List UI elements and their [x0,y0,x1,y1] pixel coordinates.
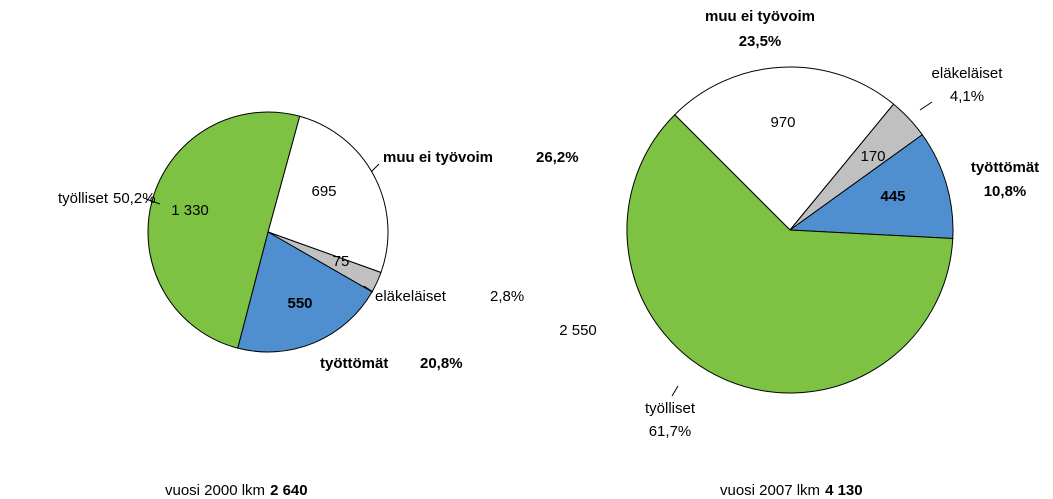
caption: vuosi 2007 lkm 4 130 [720,482,863,499]
percent-label: 10,8% [984,183,1027,200]
category-label: työttömät [320,355,388,372]
total-label: 4 130 [825,482,863,499]
category-label: työlliset [645,400,696,417]
category-label: työlliset [58,190,109,207]
pie-slice [267,115,389,274]
percent-label: 4,1% [950,88,984,105]
value-label: 170 [860,148,885,165]
leader-line [145,198,161,205]
caption: vuosi 2000 lkm 2 640 [165,482,308,499]
category-label: muu ei työvoim [705,8,815,25]
caption-text: vuosi 2000 lkm [165,482,265,499]
leader-line [363,285,374,293]
category-label: työttömät [971,159,1039,176]
percent-label: 23,5% [739,33,782,50]
percent-label: 2,8% [490,288,524,305]
value-label: 970 [770,114,795,131]
category-label: eläkeläiset [375,288,447,305]
value-label: 550 [287,295,312,312]
value-label: 1 330 [171,202,209,219]
percent-label: 20,8% [420,355,463,372]
value-label: 75 [333,253,350,270]
caption-text: vuosi 2007 lkm [720,482,820,499]
pie-slice [626,114,954,394]
value-label: 445 [880,188,905,205]
percent-label: 50,2% [113,190,156,207]
pie-slice [237,231,373,353]
leader-line [919,101,933,111]
value-label: 2 550 [559,322,597,339]
pie-slice [674,66,895,231]
leader-line [370,163,380,173]
percent-label: 61,7% [649,423,692,440]
total-label: 2 640 [270,482,308,499]
category-label: eläkeläiset [932,65,1004,82]
leader-line [671,385,679,397]
category-label: muu ei työvoim [383,149,493,166]
pie-slice [788,134,954,240]
value-label: 695 [311,183,336,200]
percent-label: 26,2% [536,149,579,166]
